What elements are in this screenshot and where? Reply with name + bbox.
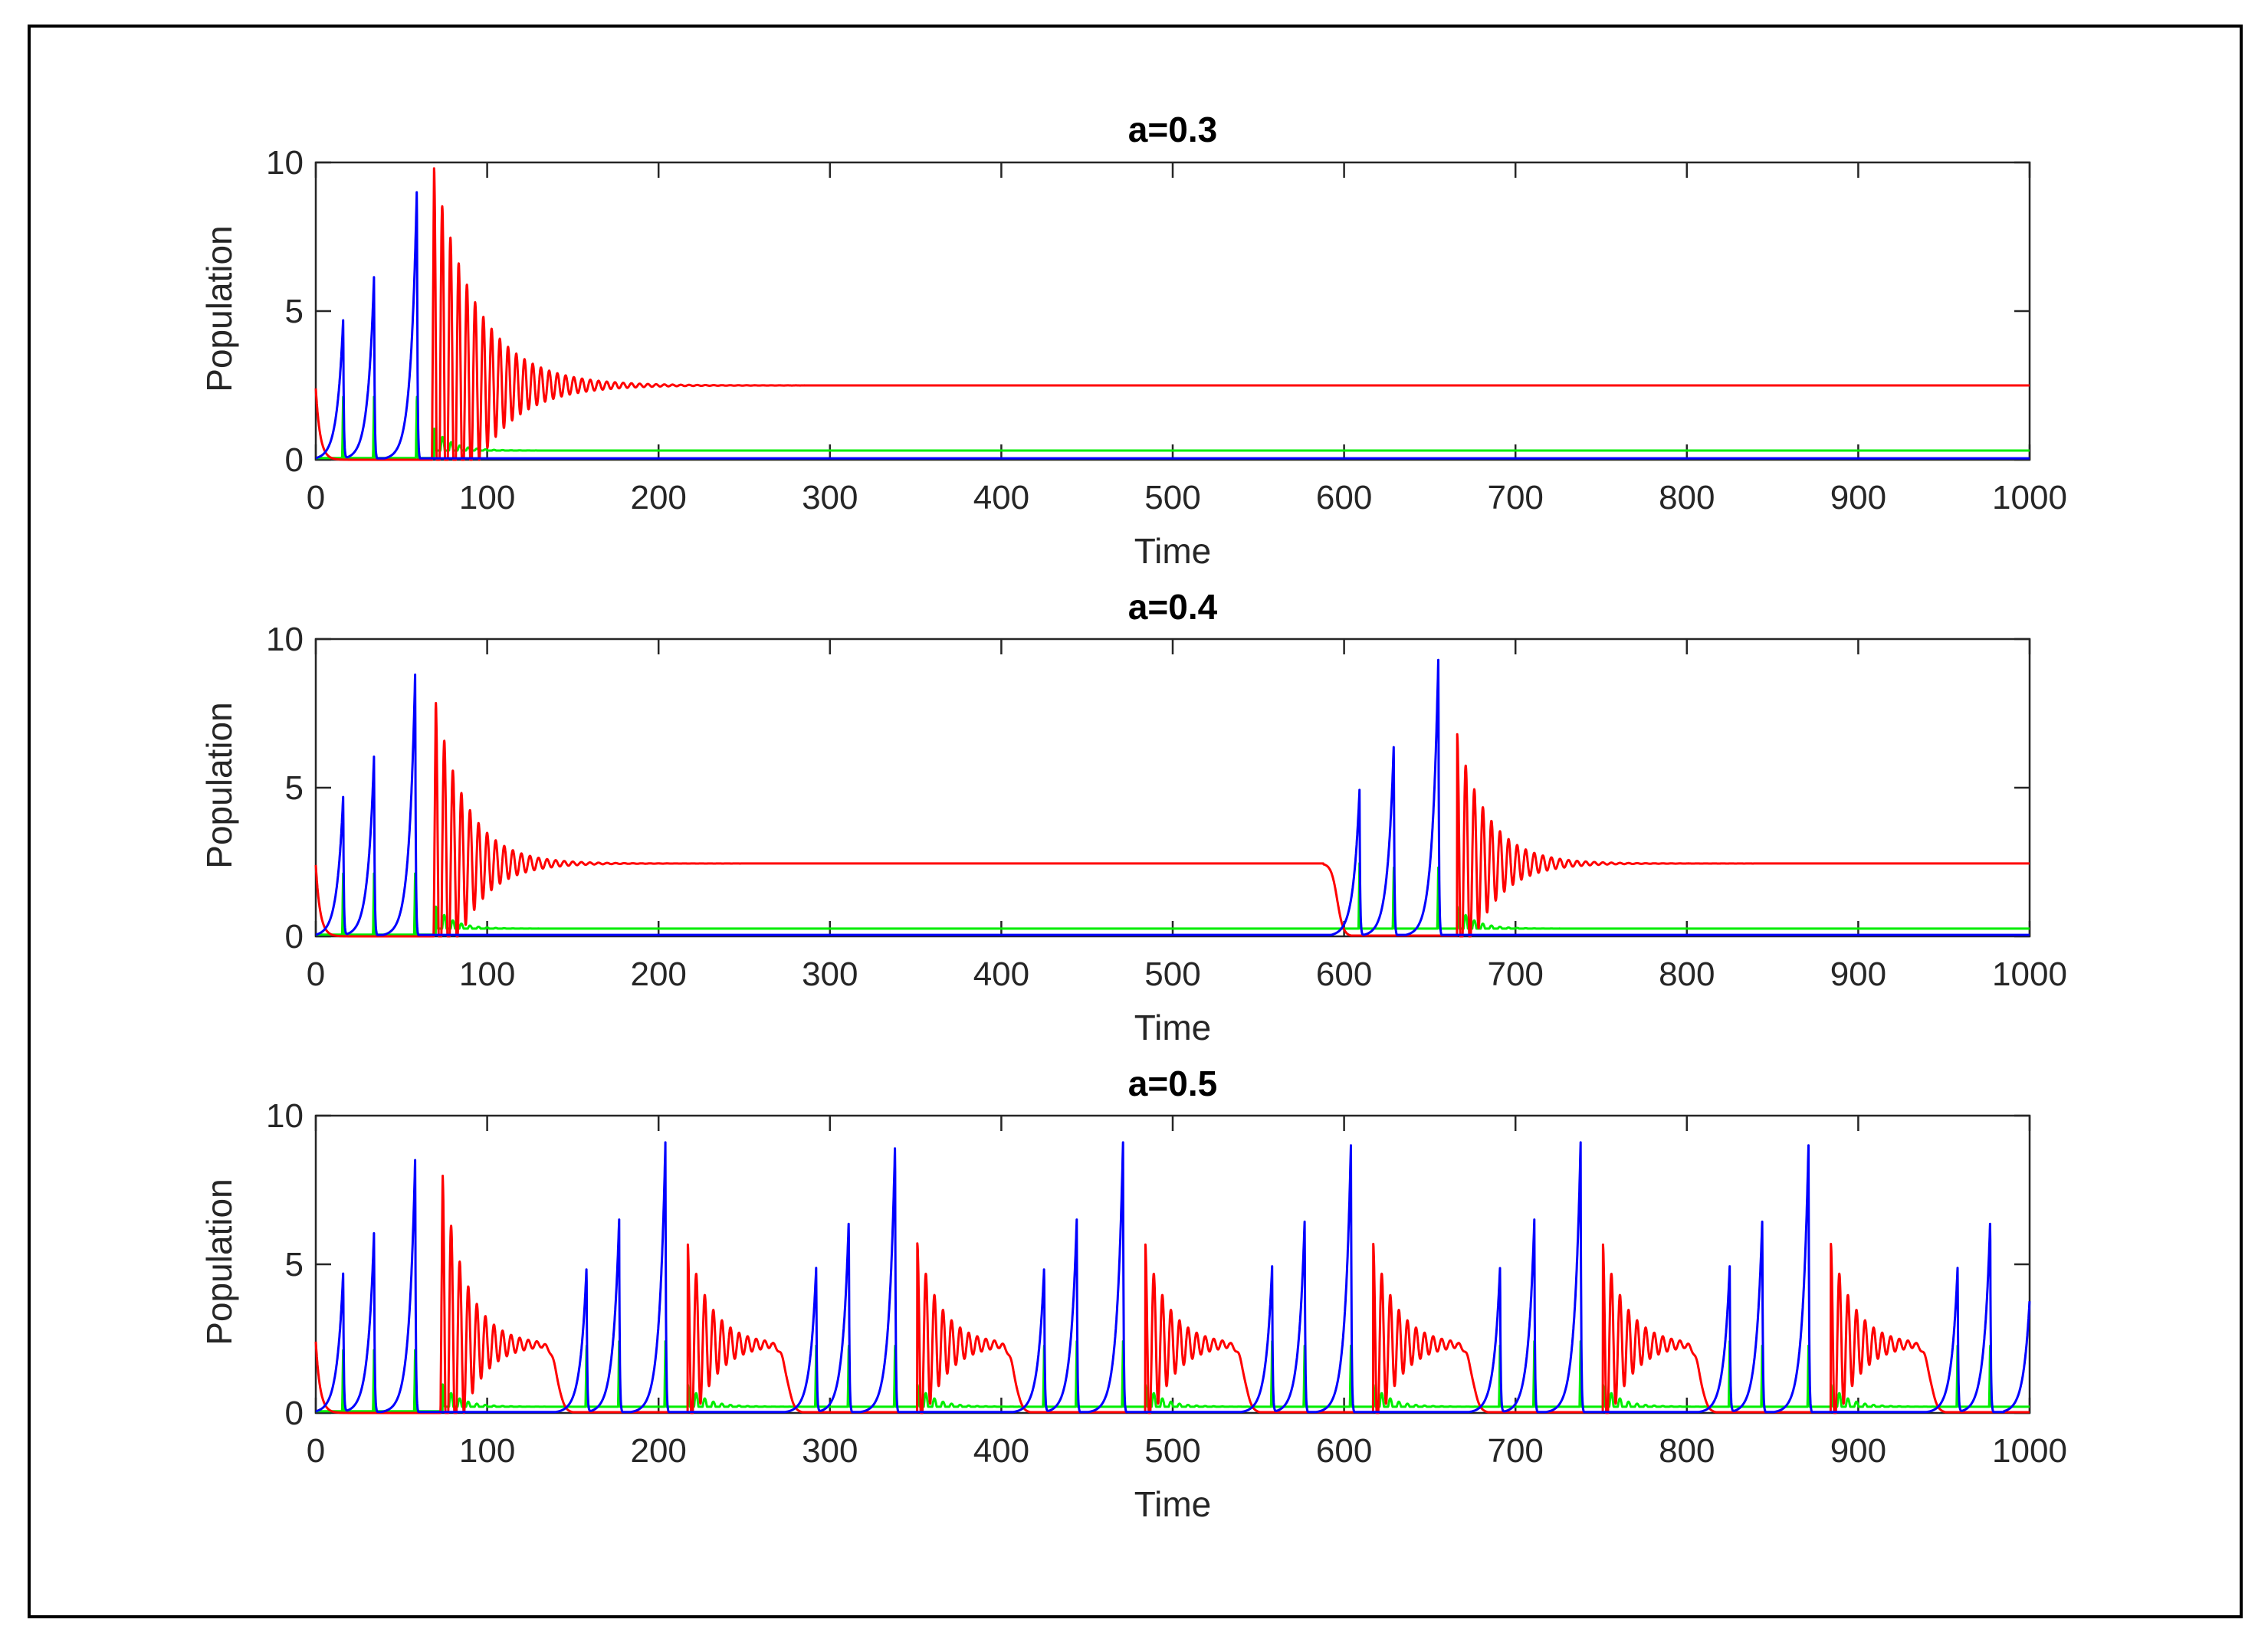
subplot-3-ylabel: Population xyxy=(199,1178,239,1345)
subplot-1-xlabel: Time xyxy=(1134,531,1212,571)
series-green-line xyxy=(314,1340,2031,1413)
series-red-line xyxy=(314,167,2031,461)
y-tick-label: 5 xyxy=(285,293,304,330)
x-tick-label: 200 xyxy=(630,1432,686,1470)
subplot-2-title: a=0.4 xyxy=(1128,587,1218,627)
x-tick-label: 300 xyxy=(802,1432,858,1470)
series-green-line xyxy=(314,862,2031,936)
x-tick-label: 600 xyxy=(1316,1432,1372,1470)
x-tick-label: 500 xyxy=(1144,479,1200,516)
subplot-2-axes: 0 100 200 300 400 500 600 700 800 900 1000 0 5 10 xyxy=(266,621,2067,993)
subplot-3-axes: 0 100 200 300 400 500 600 700 800 900 1000 0 5 10 xyxy=(266,1097,2067,1470)
x-tick-label: 0 xyxy=(307,479,325,516)
series-blue-line xyxy=(314,1141,2031,1414)
series-blue-line xyxy=(314,191,2031,460)
x-tick-label: 900 xyxy=(1830,1432,1886,1470)
x-tick-label: 700 xyxy=(1487,1432,1543,1470)
subplot-2-ylabel: Population xyxy=(199,702,239,868)
subplot-1-axes-box xyxy=(314,161,2031,461)
x-tick-label: 900 xyxy=(1830,956,1886,993)
x-tick-label: 1000 xyxy=(1992,479,2067,516)
subplot-2-xlabel: Time xyxy=(1134,1008,1212,1047)
x-tick-label: 900 xyxy=(1830,479,1886,516)
x-tick-label: 400 xyxy=(973,956,1029,993)
subplot-2: a=0.4 Time Population xyxy=(199,587,1218,1047)
x-tick-label: 100 xyxy=(459,956,515,993)
subplot-3-xlabel: Time xyxy=(1134,1484,1212,1524)
subplot-1-ylabel: Population xyxy=(199,225,239,392)
x-tick-label: 800 xyxy=(1659,1432,1715,1470)
y-tick-label: 5 xyxy=(285,1246,304,1283)
y-tick-label: 10 xyxy=(266,621,304,658)
x-tick-label: 0 xyxy=(307,956,325,993)
subplot-2-axes-box xyxy=(314,638,2031,938)
series-red-line xyxy=(314,1175,2031,1414)
series-green-line xyxy=(314,395,2031,460)
x-tick-label: 200 xyxy=(630,956,686,993)
x-tick-label: 700 xyxy=(1487,956,1543,993)
subplot-3: a=0.5 Time Population xyxy=(199,1064,1217,1524)
y-tick-label: 10 xyxy=(266,144,304,182)
y-tick-label: 5 xyxy=(285,769,304,807)
x-tick-label: 300 xyxy=(802,956,858,993)
x-tick-label: 700 xyxy=(1487,479,1543,516)
subplot-3-axes-box xyxy=(314,1114,2031,1414)
x-tick-label: 500 xyxy=(1144,1432,1200,1470)
subplot-1-axes: 0 100 200 300 400 500 600 700 800 900 1000 0 5 10 xyxy=(266,144,2067,516)
x-tick-label: 400 xyxy=(973,479,1029,516)
subplot-1-title: a=0.3 xyxy=(1128,110,1217,149)
x-tick-label: 1000 xyxy=(1992,956,2067,993)
x-tick-label: 300 xyxy=(802,479,858,516)
x-tick-label: 0 xyxy=(307,1432,325,1470)
series-blue-line xyxy=(314,658,2031,936)
series-red-line xyxy=(314,702,2031,938)
x-tick-label: 600 xyxy=(1316,956,1372,993)
y-tick-label: 0 xyxy=(285,441,304,479)
x-tick-label: 1000 xyxy=(1992,1432,2067,1470)
y-tick-label: 0 xyxy=(285,1395,304,1432)
subplot-1: a=0.3 Time Population xyxy=(199,110,1217,571)
y-tick-label: 0 xyxy=(285,918,304,956)
x-tick-label: 100 xyxy=(459,1432,515,1470)
subplot-3-title: a=0.5 xyxy=(1128,1064,1217,1103)
x-tick-label: 800 xyxy=(1659,479,1715,516)
x-tick-label: 600 xyxy=(1316,479,1372,516)
x-tick-label: 100 xyxy=(459,479,515,516)
y-tick-label: 10 xyxy=(266,1097,304,1135)
x-tick-label: 400 xyxy=(973,1432,1029,1470)
x-tick-label: 800 xyxy=(1659,956,1715,993)
x-tick-label: 200 xyxy=(630,479,686,516)
x-tick-label: 500 xyxy=(1144,956,1200,993)
